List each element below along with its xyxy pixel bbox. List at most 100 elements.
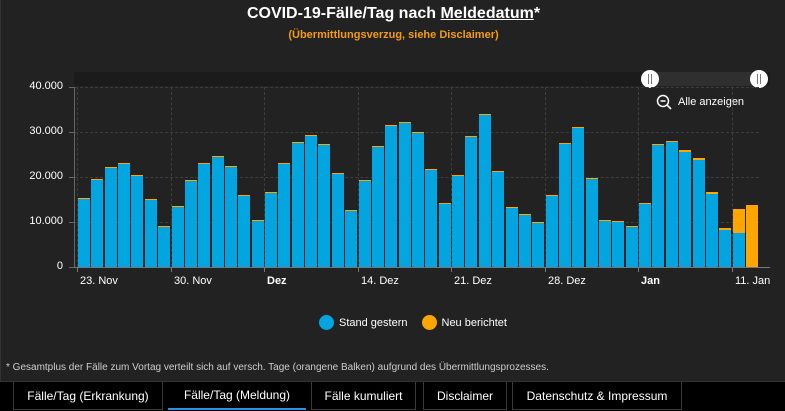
bar-segment-stand-gestern (385, 126, 397, 267)
bar-segment-stand-gestern (145, 200, 157, 267)
bar-01.12[interactable] (185, 180, 197, 267)
bar-10.01[interactable] (719, 228, 731, 267)
bar-27.11[interactable] (131, 175, 143, 267)
bar-25.11[interactable] (105, 167, 117, 267)
bar-31.12[interactable] (586, 178, 598, 267)
tab-datenschutz-impressum[interactable]: Datenschutz & Impressum (512, 382, 682, 410)
bar-segment-stand-gestern (318, 145, 330, 267)
bar-28.12[interactable] (546, 195, 558, 267)
bar-30.12[interactable] (572, 127, 584, 267)
bar-segment-neu-berichtet (91, 179, 103, 180)
bar-segment-neu-berichtet (172, 206, 184, 207)
bar-23.11[interactable] (78, 198, 90, 267)
bar-segment-stand-gestern (198, 164, 210, 267)
bar-segment-neu-berichtet (265, 192, 277, 193)
bar-05.01[interactable] (652, 144, 664, 267)
bar-13.12[interactable] (345, 210, 357, 267)
bar-03.12[interactable] (212, 156, 224, 267)
bar-19.12[interactable] (425, 169, 437, 267)
bar-25.12[interactable] (506, 207, 518, 267)
bar-04.01[interactable] (639, 203, 651, 267)
bar-07.12[interactable] (265, 192, 277, 267)
bar-11.12[interactable] (318, 144, 330, 267)
bar-segment-neu-berichtet (105, 167, 117, 168)
y-axis-label: 0 (56, 260, 63, 272)
bar-segment-stand-gestern (252, 221, 264, 267)
bar-03.01[interactable] (626, 226, 638, 267)
bar-segment-neu-berichtet (532, 222, 544, 223)
bar-26.12[interactable] (519, 214, 531, 267)
tab-faelle-kumuliert[interactable]: Fälle kumuliert (311, 382, 416, 410)
bar-06.12[interactable] (252, 220, 264, 267)
bar-05.12[interactable] (238, 195, 250, 267)
gridline-vertical (638, 87, 639, 267)
bar-24.11[interactable] (91, 179, 103, 267)
bar-10.12[interactable] (305, 135, 317, 267)
bar-segment-stand-gestern (131, 176, 143, 267)
bar-segment-neu-berichtet (599, 220, 611, 221)
bar-08.01[interactable] (693, 158, 705, 267)
bar-segment-neu-berichtet (131, 175, 143, 176)
bar-01.01[interactable] (599, 220, 611, 267)
bar-28.11[interactable] (145, 199, 157, 267)
bar-07.01[interactable] (679, 150, 691, 267)
bar-segment-stand-gestern (292, 143, 304, 267)
bar-15.12[interactable] (372, 146, 384, 267)
bar-segment-neu-berichtet (345, 210, 357, 211)
bar-26.11[interactable] (118, 163, 130, 267)
bar-16.12[interactable] (385, 125, 397, 267)
bar-08.12[interactable] (278, 163, 290, 267)
legend-item-neu-berichtet[interactable]: Neu berichtet (421, 315, 507, 330)
bar-14.12[interactable] (359, 180, 371, 267)
range-scrollbar-track[interactable] (74, 72, 770, 86)
bar-segment-stand-gestern (586, 179, 598, 267)
bar-segment-neu-berichtet (679, 150, 691, 152)
bar-09.12[interactable] (292, 142, 304, 267)
show-all-button[interactable]: Alle anzeigen (656, 94, 744, 110)
tab-faelle-meldung[interactable]: Fälle/Tag (Meldung) (168, 382, 306, 410)
y-axis-label: 30.000 (29, 125, 63, 137)
bar-segment-neu-berichtet (546, 195, 558, 196)
range-handle-end[interactable] (750, 70, 768, 88)
bar-20.12[interactable] (439, 203, 451, 267)
bar-segment-neu-berichtet (145, 199, 157, 200)
tab-disclaimer[interactable]: Disclaimer (423, 382, 507, 410)
bar-02.01[interactable] (612, 221, 624, 267)
bar-12.01[interactable] (746, 205, 758, 267)
bar-04.12[interactable] (225, 166, 237, 267)
bar-segment-neu-berichtet (693, 158, 705, 160)
bar-segment-stand-gestern (532, 223, 544, 267)
bar-06.01[interactable] (666, 141, 678, 267)
bar-27.12[interactable] (532, 222, 544, 267)
title-link-meldedatum[interactable]: Meldedatum (440, 5, 534, 22)
bar-24.12[interactable] (492, 171, 504, 267)
bar-18.12[interactable] (412, 132, 424, 267)
bar-22.12[interactable] (465, 136, 477, 267)
bar-segment-stand-gestern (265, 193, 277, 267)
bar-segment-stand-gestern (479, 115, 491, 267)
bar-segment-stand-gestern (359, 181, 371, 267)
bar-segment-neu-berichtet (706, 192, 718, 194)
legend-item-stand-gestern[interactable]: Stand gestern (319, 315, 408, 330)
bar-segment-stand-gestern (172, 207, 184, 267)
bar-21.12[interactable] (452, 175, 464, 267)
bar-09.01[interactable] (706, 192, 718, 267)
bar-segment-stand-gestern (91, 180, 103, 267)
bar-segment-neu-berichtet (586, 178, 598, 179)
tab-bar: Fälle/Tag (Erkrankung) Fälle/Tag (Meldun… (0, 382, 785, 411)
bar-23.12[interactable] (479, 114, 491, 267)
bar-02.12[interactable] (198, 163, 210, 267)
range-handle-start[interactable] (641, 70, 659, 88)
tab-faelle-erkrankung[interactable]: Fälle/Tag (Erkrankung) (13, 382, 163, 410)
bar-12.12[interactable] (332, 173, 344, 267)
bar-segment-stand-gestern (78, 199, 90, 267)
bar-29.12[interactable] (559, 143, 571, 267)
bar-segment-stand-gestern (519, 215, 531, 267)
bar-29.11[interactable] (158, 226, 170, 267)
y-tick (69, 267, 74, 268)
range-scrollbar-selection[interactable] (650, 72, 759, 86)
bar-17.12[interactable] (399, 122, 411, 267)
bar-30.11[interactable] (172, 206, 184, 267)
legend-swatch-orange (421, 315, 437, 330)
bar-11.01[interactable] (733, 209, 745, 267)
